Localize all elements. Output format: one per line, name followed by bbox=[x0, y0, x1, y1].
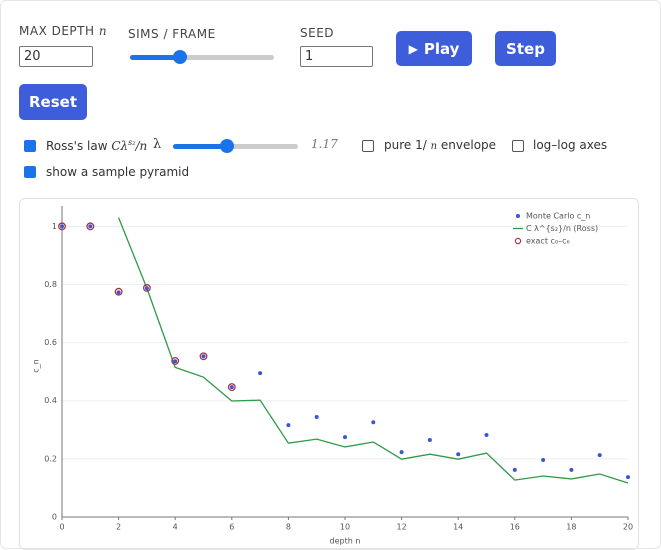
mc-point bbox=[201, 354, 206, 359]
y-tick-label: 0.4 bbox=[44, 396, 57, 405]
x-tick-label: 0 bbox=[59, 523, 64, 532]
max-depth-label: MAX DEPTH n bbox=[19, 24, 107, 38]
slider-fill bbox=[130, 55, 180, 60]
mc-point bbox=[626, 475, 630, 480]
x-tick-label: 6 bbox=[229, 523, 234, 532]
pyramid-checkbox[interactable] bbox=[24, 166, 36, 178]
mc-point bbox=[343, 435, 347, 440]
mc-point bbox=[456, 452, 461, 457]
mc-point bbox=[597, 453, 602, 458]
exact-point bbox=[199, 352, 208, 361]
seed-input[interactable]: 1 bbox=[300, 46, 373, 67]
reset-button[interactable]: Reset bbox=[19, 84, 87, 120]
lambda-value: 1.17 bbox=[311, 137, 338, 151]
ross-label: Ross's law Cλs₂/n bbox=[46, 138, 147, 153]
x-tick-label: 20 bbox=[623, 523, 633, 532]
x-tick-label: 2 bbox=[116, 523, 121, 532]
ross-line bbox=[117, 217, 629, 484]
mc-point bbox=[427, 437, 432, 442]
legend-label: C λ^{s₂}/n (Ross) bbox=[526, 224, 598, 233]
mc-point bbox=[60, 224, 64, 229]
x-tick-label: 10 bbox=[340, 523, 350, 532]
label: Play bbox=[423, 39, 460, 58]
label: MAX DEPTH bbox=[19, 24, 95, 38]
x-tick-label: 8 bbox=[286, 523, 291, 532]
slider-fill bbox=[173, 144, 227, 149]
symbol: n bbox=[430, 141, 438, 152]
symbol: n bbox=[98, 24, 108, 38]
x-tick-label: 18 bbox=[566, 523, 576, 532]
mc-point bbox=[399, 450, 404, 455]
x-tick-label: 14 bbox=[453, 523, 463, 532]
legend-marker bbox=[516, 214, 520, 218]
y-tick-label: 0.6 bbox=[44, 338, 57, 347]
legend-label: Monte Carlo c_n bbox=[526, 212, 590, 221]
mc-point bbox=[286, 423, 291, 428]
ross-checkbox[interactable] bbox=[24, 140, 36, 152]
slider-thumb[interactable] bbox=[173, 50, 187, 64]
sims-label: SIMS / FRAME bbox=[128, 27, 216, 41]
play-button[interactable]: ▶ Play bbox=[396, 31, 472, 66]
step-button[interactable]: Step bbox=[495, 31, 556, 66]
x-tick-label: 16 bbox=[510, 523, 520, 532]
sims-slider[interactable] bbox=[130, 55, 274, 60]
pyramid-label: show a sample pyramid bbox=[46, 165, 190, 179]
exact-point bbox=[58, 222, 66, 231]
y-tick-label: 0.2 bbox=[44, 454, 57, 463]
mc-point bbox=[116, 290, 121, 295]
legend-label: exact c₀–c₆ bbox=[526, 237, 570, 246]
x-axis-label: depth n bbox=[330, 537, 361, 546]
slider-thumb[interactable] bbox=[220, 139, 234, 153]
y-tick-label: 1 bbox=[52, 222, 57, 231]
exact-point bbox=[142, 284, 151, 292]
loglog-checkbox[interactable] bbox=[512, 140, 524, 152]
exact-point bbox=[86, 222, 95, 231]
mc-point bbox=[258, 371, 263, 376]
mc-point bbox=[569, 467, 574, 472]
mc-point bbox=[173, 359, 178, 364]
pure-label: pure 1/ n envelope bbox=[384, 138, 496, 152]
label: pure 1/ bbox=[384, 138, 427, 152]
exact-point bbox=[227, 383, 236, 392]
mc-point bbox=[371, 420, 376, 425]
mc-point bbox=[484, 433, 489, 438]
formula-sup: s₂ bbox=[128, 138, 136, 147]
mc-point bbox=[88, 224, 93, 229]
loglog-label: log–log axes bbox=[533, 138, 608, 152]
y-axis-label: c_n bbox=[32, 359, 41, 372]
formula: /n bbox=[135, 139, 148, 153]
mc-point bbox=[541, 458, 546, 463]
lambda-symbol: λ bbox=[153, 137, 162, 152]
max-depth-input[interactable]: 20 bbox=[19, 46, 93, 67]
mc-point bbox=[144, 286, 149, 291]
seed-label: SEED bbox=[300, 26, 335, 40]
formula: Cλ bbox=[111, 139, 129, 153]
exact-point bbox=[171, 356, 180, 365]
mc-point bbox=[512, 467, 517, 472]
y-tick-label: 0.8 bbox=[44, 280, 57, 289]
lambda-slider[interactable] bbox=[173, 144, 298, 149]
legend-marker bbox=[514, 237, 522, 245]
y-tick-label: 0 bbox=[52, 513, 57, 522]
x-tick-label: 4 bbox=[173, 523, 178, 532]
mc-point bbox=[314, 415, 319, 420]
exact-point bbox=[114, 287, 123, 296]
pure-checkbox[interactable] bbox=[362, 140, 374, 152]
mc-point bbox=[229, 385, 234, 390]
label: Ross's law bbox=[46, 139, 108, 153]
label: envelope bbox=[440, 138, 497, 152]
x-tick-label: 12 bbox=[397, 523, 407, 532]
